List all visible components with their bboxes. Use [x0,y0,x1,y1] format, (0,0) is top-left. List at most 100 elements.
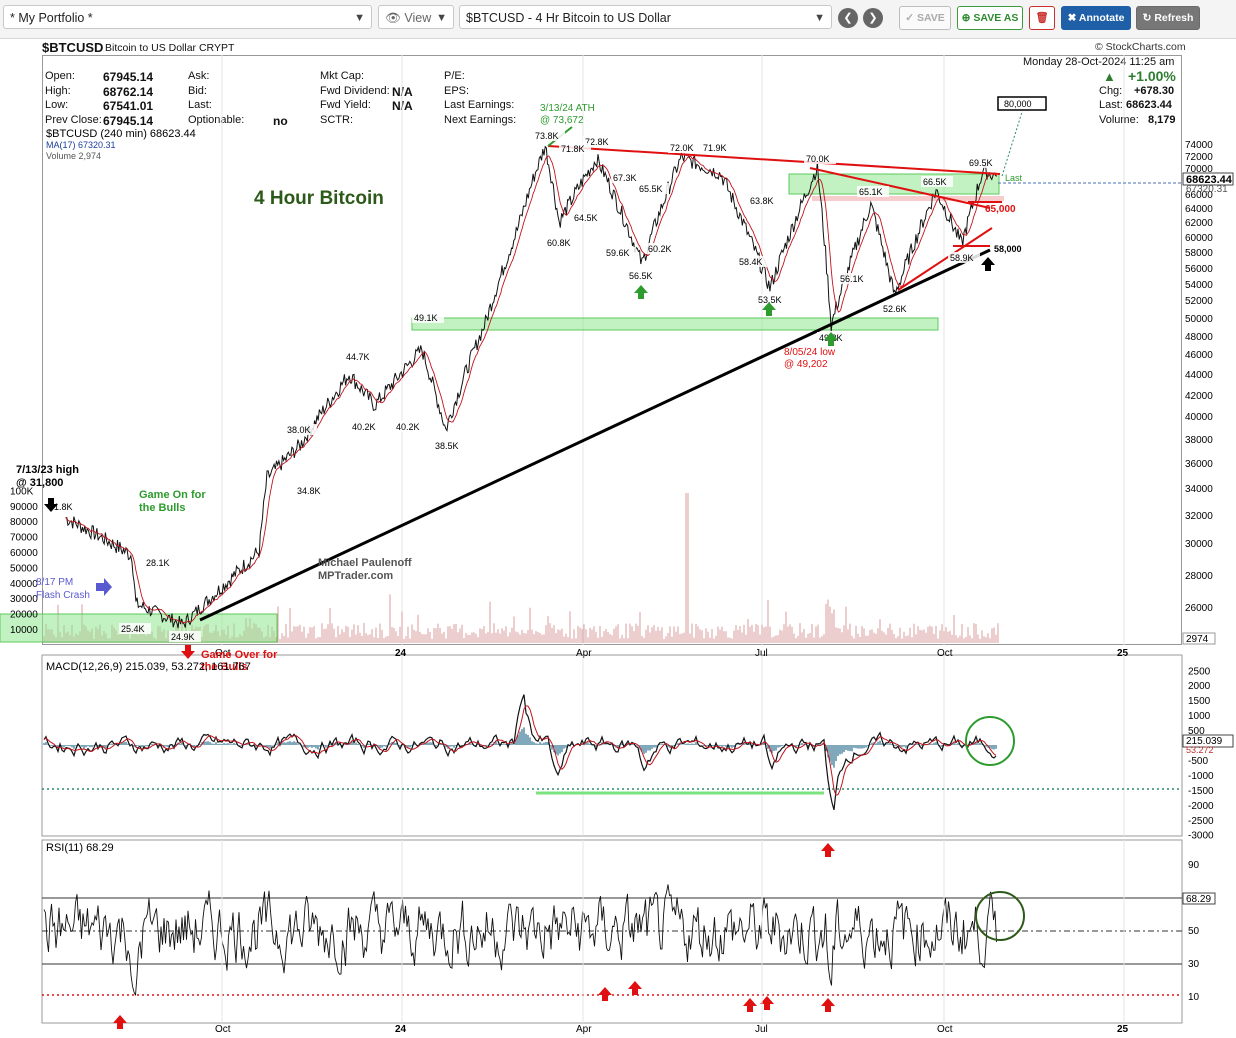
portfolio-select[interactable]: * My Portfolio * ▼ [3,5,372,29]
save-label: SAVE [916,12,945,24]
view-select[interactable]: 👁 View ▼ [378,5,454,29]
x-tick-label: Oct [215,648,231,659]
x-tick-label-bottom: 25 [1117,1024,1129,1035]
volume-tick-label: 70000 [10,533,38,544]
price-line [65,145,998,629]
red-arrow-up-icon [113,1015,127,1029]
red-arrow-up-icon [821,998,835,1012]
chart-list-select[interactable]: $BTCUSD - 4 Hr Bitcoin to US Dollar ▼ [459,5,832,29]
peak-label: 70.0K [806,154,830,164]
support-zone-49k [411,317,939,331]
macd-tick-label: -1000 [1188,771,1214,782]
rsi-line [43,884,997,996]
peak-label: 28.1K [146,558,170,568]
rsi-value-tag: 68.29 [1186,894,1211,905]
volume-value: 8,179 [1148,114,1176,126]
peak-label-bg [748,195,780,206]
macd-line [43,694,997,811]
peak-label-bg [119,623,151,634]
peak-label-bg [881,303,913,314]
peak-label: 72.0K [670,143,694,153]
quote-label: Open: [45,70,75,82]
peak-label: 49.1K [414,313,438,323]
macd-tick-label: 2500 [1188,666,1211,677]
next-chart-button[interactable]: ❯ [863,8,883,28]
peak-label: 64.5K [574,213,598,223]
refresh-icon: ↻ [1142,12,1152,24]
rsi-tick-label: 50 [1188,926,1200,937]
rsi-legend: RSI(11) 68.29 [46,842,114,854]
peak-label: 71.8K [561,144,585,154]
annotation-high-2023: 7/13/23 high [16,464,79,476]
peak-label: 66.5K [923,177,947,187]
rsi-axis: 90 50 30 10 [1188,860,1200,1003]
resistance-zone-68k [788,173,1000,195]
price-tick-label: 40000 [1185,412,1213,423]
price-tick-label: 26000 [1185,603,1213,614]
price-tick-label: 70000 [1185,164,1213,175]
peak-label-bg [350,421,382,432]
peak-label: 40.2K [396,422,420,432]
peak-label: 67.3K [613,173,637,183]
symbol-description: Bitcoin to US Dollar CRYPT [105,42,234,54]
peak-label-bg [967,157,999,168]
change-percent: +1.00% [1128,68,1176,84]
quote-value: 67541.01 [103,99,154,113]
peak-label: 58.4K [739,257,763,267]
peak-label-bg [627,270,659,281]
refresh-button[interactable]: ↻ Refresh [1136,6,1200,30]
plus-circle-icon: ⊕ [961,12,971,24]
red-arrow-up-icon [743,998,757,1012]
x-tick-label-bottom: 24 [395,1024,407,1035]
legend-volume: Volume 2,974 [46,151,101,161]
previous-chart-button[interactable]: ❮ [838,8,858,28]
rising-support-line [897,227,993,291]
price-tick-label: 60000 [1185,233,1213,244]
volume-tick-label: 20000 [10,610,38,621]
quote-label: Next Earnings: [444,113,517,126]
annotation-game-over-2: the Bulls [201,661,247,673]
quote-label: High: [45,84,71,97]
green-arrow-up-icon [824,332,838,346]
peak-label: 38.0K [287,425,311,435]
peak-label-bg [545,237,577,248]
price-tick-label: 56000 [1185,264,1213,275]
red-arrow-up-icon [821,843,835,857]
quote-label: EPS: [444,84,470,97]
macd-legend: MACD(12,26,9) 215.039, 53.272, 161.767 [46,661,251,673]
refresh-label: Refresh [1154,12,1194,24]
save-button[interactable]: ✓ SAVE [899,6,951,30]
peak-label-bg [394,421,426,432]
target-box [997,96,1047,111]
last-price-tag: 68623.44 [1186,174,1233,186]
peak-label-bg [804,153,836,164]
toolbar: * My Portfolio * ▼ 👁 View ▼ $BTCUSD - 4 … [0,0,1236,39]
quote-label: Low: [45,99,69,111]
eye-icon: 👁 [385,11,401,25]
uptrend-line [199,248,991,622]
save-as-button[interactable]: ⊕ SAVE AS [957,6,1023,30]
volume-tick-label: 60000 [10,548,38,559]
peak-label: 40.2K [352,422,376,432]
rsi-tick-label: 10 [1188,992,1200,1003]
price-tick-label: 28000 [1185,571,1213,582]
quote-label: Fwd Dividend: [320,84,390,97]
rsi-series [43,884,997,996]
annotate-button[interactable]: ✖ Annotate [1061,6,1131,30]
x-tick-label: 25 [1117,648,1129,659]
chevron-down-icon: ▼ [814,12,825,24]
macd-tick-label: 2000 [1188,681,1211,692]
last-marker: Last [1005,173,1023,183]
chart-frame [42,55,1182,645]
delete-button[interactable]: 🗑 [1029,6,1055,30]
macd-signal-line [43,705,997,796]
macd-tick-label: 1000 [1188,711,1211,722]
price-tick-label: 34000 [1185,484,1213,495]
macd-grid [221,655,1125,836]
x-tick-label: 24 [395,648,407,659]
peak-label: 65.1K [859,187,883,197]
x-axis-bottom: Oct 24 Apr Jul Oct 25 [215,840,1129,1035]
peak-label-bg [47,501,79,512]
peak-label-bg [611,172,643,183]
